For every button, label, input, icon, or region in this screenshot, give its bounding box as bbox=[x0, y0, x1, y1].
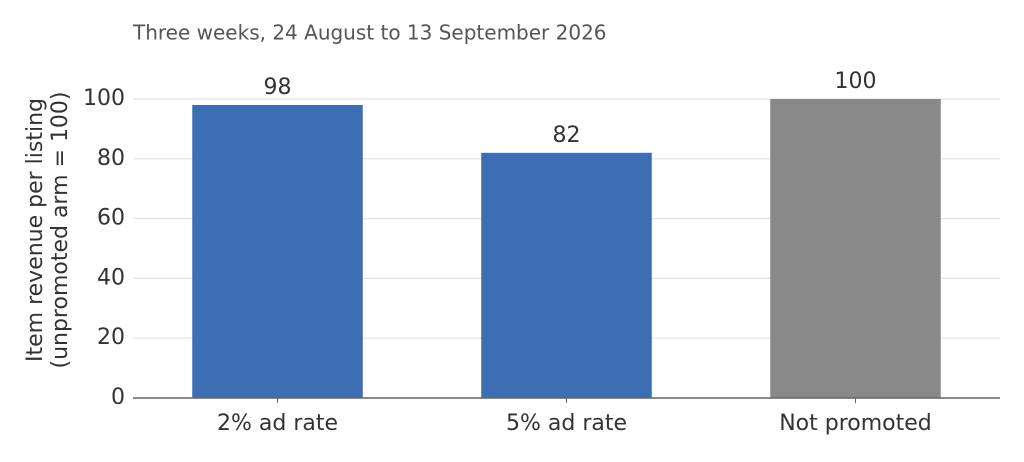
bar bbox=[192, 104, 363, 398]
y-tick-label: 20 bbox=[97, 325, 125, 350]
y-axis-label: (unpromoted arm = 100) bbox=[48, 91, 73, 368]
bar bbox=[481, 152, 652, 398]
y-tick-label: 100 bbox=[83, 86, 125, 111]
x-tick-label: 5% ad rate bbox=[506, 411, 627, 436]
y-axis-label: Item revenue per listing bbox=[23, 98, 48, 362]
data-label: 100 bbox=[835, 69, 877, 94]
bar bbox=[770, 99, 941, 398]
y-tick-label: 60 bbox=[97, 206, 125, 231]
y-tick-label: 40 bbox=[97, 265, 125, 290]
data-label: 82 bbox=[553, 123, 581, 148]
y-tick-label: 0 bbox=[111, 385, 125, 410]
x-tick-label: 2% ad rate bbox=[217, 411, 338, 436]
data-label: 98 bbox=[264, 75, 292, 100]
y-tick-label: 80 bbox=[97, 146, 125, 171]
x-tick-label: Not promoted bbox=[779, 411, 932, 436]
chart-subtitle: Three weeks, 24 August to 13 September 2… bbox=[132, 21, 607, 45]
